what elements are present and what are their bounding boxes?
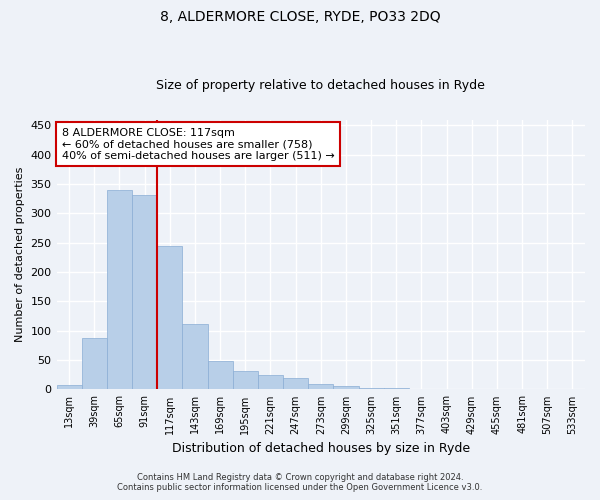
Bar [334,386,359,390]
Bar [434,389,459,390]
Text: Contains HM Land Registry data © Crown copyright and database right 2024.
Contai: Contains HM Land Registry data © Crown c… [118,473,482,492]
Bar [283,378,308,390]
Bar [182,324,208,390]
Text: 8 ALDERMORE CLOSE: 117sqm
← 60% of detached houses are smaller (758)
40% of semi: 8 ALDERMORE CLOSE: 117sqm ← 60% of detac… [62,128,335,161]
Bar [308,384,334,390]
Bar [56,386,82,390]
Bar [409,389,434,390]
Bar [157,246,182,390]
X-axis label: Distribution of detached houses by size in Ryde: Distribution of detached houses by size … [172,442,470,455]
Title: Size of property relative to detached houses in Ryde: Size of property relative to detached ho… [157,79,485,92]
Bar [82,338,107,390]
Bar [359,388,383,390]
Bar [484,389,509,390]
Bar [383,388,409,390]
Text: 8, ALDERMORE CLOSE, RYDE, PO33 2DQ: 8, ALDERMORE CLOSE, RYDE, PO33 2DQ [160,10,440,24]
Bar [258,375,283,390]
Bar [132,194,157,390]
Bar [208,362,233,390]
Bar [233,370,258,390]
Bar [535,389,560,390]
Bar [560,389,585,390]
Bar [107,190,132,390]
Y-axis label: Number of detached properties: Number of detached properties [15,167,25,342]
